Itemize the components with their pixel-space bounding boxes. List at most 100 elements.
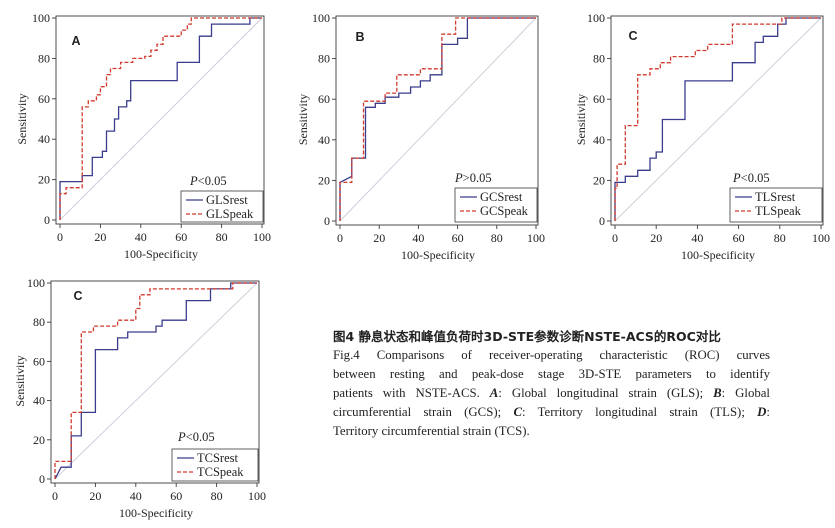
- caption-title-zh: 图4 静息状态和峰值负荷时3D-STE参数诊断NSTE-ACS的ROC对比: [333, 329, 721, 344]
- series-line-tcspeak: [54, 282, 257, 479]
- y-tick-label: 20: [593, 173, 605, 187]
- y-tick-label: 80: [38, 51, 50, 65]
- x-tick-label: 60: [170, 489, 182, 503]
- x-axis-label: 100-Specificity: [119, 506, 193, 520]
- p-value: <0.05: [186, 430, 215, 444]
- y-tick-label: 80: [318, 52, 330, 66]
- legend-box: [180, 190, 264, 223]
- y-axis-label: Sensitivity: [15, 93, 29, 144]
- series-line-gcsrest: [339, 17, 536, 221]
- legend-box: [171, 448, 259, 482]
- x-axis-label: 100-Specificity: [124, 247, 198, 261]
- y-tick-label: 40: [38, 132, 50, 146]
- reference-diagonal-line: [339, 17, 537, 222]
- x-tick-label: 60: [733, 231, 745, 245]
- caption-panel-ref-d: D: [757, 405, 767, 419]
- x-axis-label: 100-Specificity: [401, 248, 475, 262]
- caption-text: :: [766, 405, 770, 419]
- legend-label: GLSrest: [206, 193, 248, 207]
- legend-box: [454, 187, 538, 223]
- x-tick-label: 20: [89, 489, 101, 503]
- x-tick-label: 20: [94, 230, 106, 244]
- x-tick-label: 80: [216, 230, 228, 244]
- x-tick-label: 60: [175, 230, 187, 244]
- caption-panel-ref-a: A: [489, 386, 499, 400]
- x-tick-label: 80: [491, 231, 503, 245]
- y-tick-label: 100: [27, 276, 45, 290]
- x-tick-label: 100: [527, 231, 545, 245]
- x-tick-label: 80: [211, 489, 223, 503]
- y-tick-label: 0: [324, 214, 330, 228]
- caption-panel-ref-b: B: [713, 386, 722, 400]
- caption-text: : Global: [721, 386, 770, 400]
- roc-panel-2: 0 20 40 60 80 100 0 20 40 60 80 100 100-Specificity S…: [296, 11, 545, 262]
- legend-label: GCSpeak: [480, 204, 529, 218]
- caption-text: : Global longitudinal strain (GLS);: [498, 386, 714, 400]
- caption-text: between resting and peak-dose stage 3D-S…: [333, 367, 770, 381]
- x-tick-label: 60: [452, 231, 464, 245]
- y-tick-label: 80: [593, 52, 605, 66]
- x-tick-label: 0: [57, 230, 63, 244]
- y-tick-label: 100: [312, 11, 330, 25]
- series-line-glsrest: [59, 17, 262, 220]
- p-value-annotation: P<0.05: [189, 174, 227, 188]
- legend-box: [729, 187, 823, 223]
- plot-frame: [335, 15, 539, 226]
- panel-label: C: [628, 29, 637, 43]
- p-value: <0.05: [198, 174, 227, 188]
- caption-text: circumferential strain (GCS);: [333, 405, 514, 419]
- y-tick-label: 20: [33, 433, 45, 447]
- panel-label: B: [355, 30, 364, 44]
- y-tick-label: 60: [33, 354, 45, 368]
- p-symbol: P: [454, 171, 463, 185]
- caption-line-1: Fig.4 Comparisons of receiver-operating …: [333, 346, 770, 365]
- caption-line-3: patients with NSTE-ACS. A: Global longit…: [333, 384, 770, 403]
- x-tick-label: 100: [812, 231, 830, 245]
- x-tick-label: 20: [650, 231, 662, 245]
- y-tick-label: 40: [318, 133, 330, 147]
- y-tick-label: 0: [44, 213, 50, 227]
- reference-diagonal-line: [54, 282, 258, 480]
- plot-frame: [55, 15, 265, 225]
- legend-label: TLSpeak: [755, 204, 802, 218]
- caption-text: patients with NSTE-ACS.: [333, 386, 490, 400]
- y-tick-label: 80: [33, 315, 45, 329]
- y-axis-label: Sensitivity: [574, 94, 588, 145]
- plot-frame: [50, 280, 260, 484]
- roc-panel-4: 0 20 40 60 80 100 0 20 40 60 80 100 100-Specificity S…: [13, 276, 266, 520]
- caption-line-2: between resting and peak-dose stage 3D-S…: [333, 365, 770, 384]
- x-tick-label: 40: [130, 489, 142, 503]
- series-line-tlsrest: [614, 17, 821, 221]
- series-line-tlspeak: [614, 17, 821, 221]
- figure-caption: 图4 静息状态和峰值负荷时3D-STE参数诊断NSTE-ACS的ROC对比 Fi…: [333, 327, 770, 441]
- panel-label: C: [73, 289, 82, 303]
- y-tick-label: 40: [33, 394, 45, 408]
- x-tick-label: 0: [612, 231, 618, 245]
- x-tick-label: 40: [135, 230, 147, 244]
- y-tick-label: 20: [38, 173, 50, 187]
- y-tick-label: 100: [587, 11, 605, 25]
- y-axis-label: Sensitivity: [13, 355, 27, 406]
- series-line-glspeak: [59, 17, 262, 220]
- x-tick-label: 40: [412, 231, 424, 245]
- y-axis-label: Sensitivity: [296, 94, 310, 145]
- p-value: >0.05: [463, 171, 492, 185]
- p-symbol: P: [177, 430, 186, 444]
- caption-panel-ref-c: C: [513, 405, 522, 419]
- y-tick-label: 60: [318, 92, 330, 106]
- caption-text: : Territory longitudinal strain (TLS);: [521, 405, 758, 419]
- p-symbol: P: [189, 174, 198, 188]
- caption-text: Territory circumferential strain (TCS).: [333, 424, 530, 438]
- y-tick-label: 60: [593, 92, 605, 106]
- x-tick-label: 100: [248, 489, 266, 503]
- legend-label: GLSpeak: [206, 207, 254, 221]
- x-tick-label: 0: [337, 231, 343, 245]
- legend-label: GCSrest: [480, 190, 523, 204]
- y-tick-label: 0: [599, 214, 605, 228]
- reference-diagonal-line: [59, 17, 263, 221]
- p-value-annotation: P>0.05: [454, 171, 492, 185]
- y-tick-label: 20: [318, 173, 330, 187]
